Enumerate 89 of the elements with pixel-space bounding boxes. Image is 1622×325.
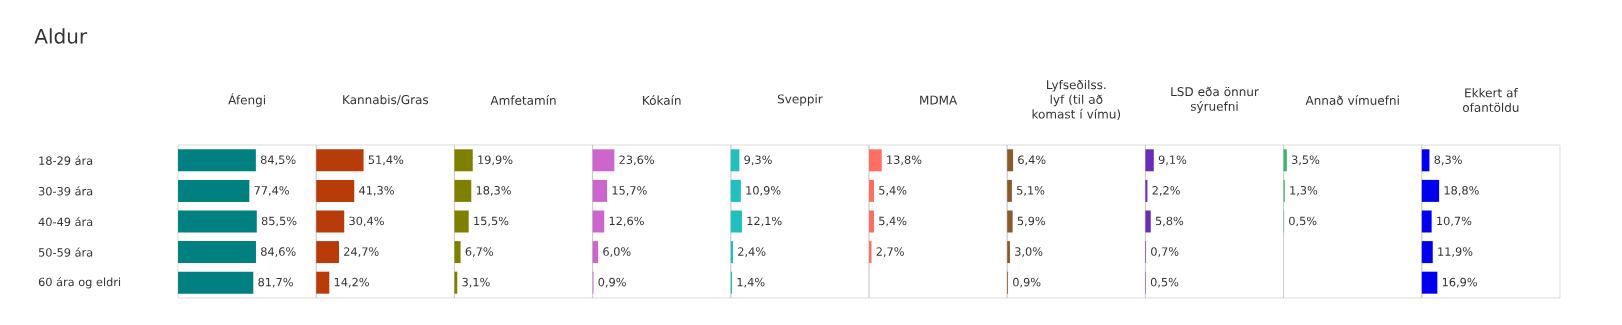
data-label: 9,3% <box>744 155 772 166</box>
bar <box>730 210 742 233</box>
data-label: 51,4% <box>368 155 404 166</box>
y-tick-label: 50-59 ára <box>38 247 93 257</box>
chart-title: Kókaín <box>643 95 681 105</box>
bar <box>730 241 734 264</box>
data-label: 12,6% <box>609 216 644 227</box>
text: Aldur <box>34 28 88 44</box>
data-label: 6,4% <box>1018 155 1046 166</box>
data-label: 1,3% <box>1290 186 1318 196</box>
data-label: 0,5% <box>1289 216 1317 227</box>
data-label: 6,0% <box>603 247 631 257</box>
bar <box>1145 210 1151 233</box>
bar <box>316 271 330 294</box>
data-label: 15,5% <box>474 216 509 227</box>
data-label: 0,9% <box>1013 277 1041 288</box>
data-label: 2,2% <box>1152 186 1180 196</box>
data-label: 5,4% <box>879 216 907 227</box>
bar <box>454 271 458 294</box>
bar <box>316 210 345 233</box>
data-label: 14,2% <box>334 277 369 288</box>
data-label: 1,4% <box>737 277 765 288</box>
data-label: 0,9% <box>598 277 626 288</box>
bar <box>1421 241 1433 264</box>
bar <box>454 149 473 172</box>
y-tick-label: 60 ára og eldri <box>38 276 121 289</box>
bar <box>316 241 339 264</box>
data-label: 2,7% <box>876 247 904 257</box>
data-label: 23,6% <box>619 155 654 166</box>
data-label: 84,5% <box>260 155 296 166</box>
bar <box>316 179 355 202</box>
y-tick-label: 18-29 ára <box>39 155 93 165</box>
data-label: 5,1% <box>1017 186 1045 196</box>
bar <box>1421 179 1440 202</box>
data-label: 84,6% <box>261 247 296 257</box>
bar <box>454 210 469 233</box>
y-tick-label: 30-39 ára <box>38 186 93 196</box>
bar <box>730 149 740 172</box>
data-label: 18,3% <box>476 186 511 196</box>
data-label: 85,5% <box>261 216 297 227</box>
chart-title: Amfetamín <box>490 95 556 105</box>
bar <box>592 149 615 172</box>
data-label: 0,5% <box>1150 277 1179 288</box>
bar <box>454 241 461 264</box>
data-label: 77,4% <box>254 186 289 196</box>
y-tick-label: 40-49 ára <box>38 216 93 227</box>
bar <box>1145 179 1148 202</box>
data-label: 3,0% <box>1015 247 1043 257</box>
data-label: 10,9% <box>746 186 781 196</box>
data-label: 3,1% <box>462 277 490 288</box>
data-label: 6,7% <box>465 247 494 257</box>
bar <box>592 210 605 233</box>
data-label: 5,8% <box>1155 216 1184 227</box>
data-label: 5,9% <box>1017 216 1046 227</box>
data-label: 24,7% <box>344 247 379 257</box>
chart-title: MDMA <box>920 95 958 105</box>
data-label: 81,7% <box>258 277 293 288</box>
chart-title: Sveppir <box>777 94 823 106</box>
bar <box>454 179 472 202</box>
data-label: 30,4% <box>349 216 384 227</box>
data-label: 10,7% <box>1437 216 1472 227</box>
chart-title: Kannabis/Gras <box>343 94 429 106</box>
data-label: 2,4% <box>738 247 766 257</box>
data-label: 5,4% <box>879 186 907 196</box>
data-label: 19,9% <box>478 155 513 166</box>
chart-title: LSD eða önnur sýruefni <box>1171 86 1259 114</box>
data-label: 13,8% <box>887 155 922 166</box>
data-label: 41,3% <box>359 186 394 196</box>
bar <box>1145 149 1154 172</box>
chart-title: Annað vímuefni <box>1305 95 1399 105</box>
data-label: 18,8% <box>1444 186 1479 196</box>
chart-title: Áfengi <box>228 93 265 107</box>
bar <box>1421 271 1438 294</box>
chart-title: Ekkert af ofantöldu <box>1462 88 1519 112</box>
data-label: 9,1% <box>1158 155 1187 166</box>
bar <box>1421 149 1430 172</box>
bar <box>592 241 599 264</box>
data-label: 3,5% <box>1291 155 1320 166</box>
data-label: 11,9% <box>1438 247 1473 257</box>
data-label: 16,9% <box>1442 277 1477 288</box>
data-label: 12,1% <box>747 216 782 227</box>
data-label: 15,7% <box>612 186 647 196</box>
data-label: 0,7% <box>1151 247 1179 257</box>
bar <box>316 149 364 172</box>
bar <box>730 179 741 202</box>
data-label: 8,3% <box>1434 155 1462 166</box>
chart-title: Lyfseðilss. lyf (til að komast í vímu) <box>1032 79 1121 121</box>
bar <box>1421 210 1432 233</box>
bar <box>592 179 608 202</box>
